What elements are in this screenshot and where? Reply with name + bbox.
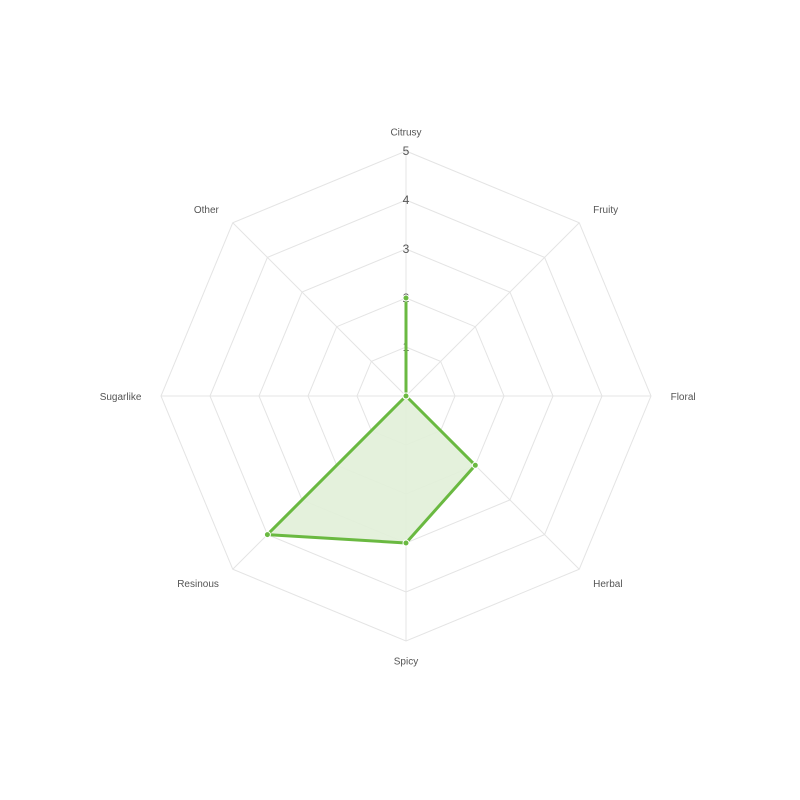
tick-label: 4 xyxy=(403,193,410,207)
tick-label: 3 xyxy=(403,242,410,256)
series-area xyxy=(265,296,477,545)
category-label: Citrusy xyxy=(390,127,421,138)
tick-label: 5 xyxy=(403,144,410,158)
grid-spoke xyxy=(405,222,580,397)
data-point[interactable] xyxy=(402,392,410,400)
data-point[interactable] xyxy=(402,539,410,547)
data-point[interactable] xyxy=(402,294,410,302)
category-label: Sugarlike xyxy=(100,392,142,403)
category-label: Other xyxy=(194,205,220,216)
category-label: Herbal xyxy=(593,579,622,590)
category-label: Resinous xyxy=(177,579,219,590)
category-label: Spicy xyxy=(394,657,418,668)
category-label: Fruity xyxy=(593,205,618,216)
data-point[interactable] xyxy=(263,531,271,539)
data-point[interactable] xyxy=(471,461,479,469)
grid-spoke xyxy=(232,222,407,397)
category-labels: Citrusy Fruity Floral Herbal Spicy Resinous Su… xyxy=(100,127,696,667)
category-label: Floral xyxy=(671,392,696,403)
series xyxy=(263,294,479,547)
